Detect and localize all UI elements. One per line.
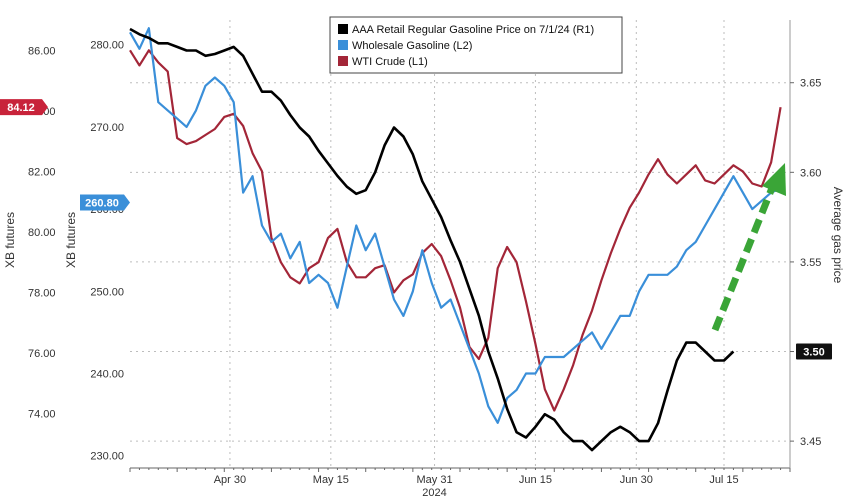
grid-lines xyxy=(130,20,790,468)
retail-axis-title: Average gas price xyxy=(831,187,845,284)
wholesale-tick-label: 270.00 xyxy=(90,122,124,134)
x-axis: Apr 30 May 15 May 31 Jun 15 Jun 30 Jul 15 2024 xyxy=(129,468,791,499)
last-value-tag-bg xyxy=(0,99,48,116)
last-value-tag-retail: 3.50 xyxy=(803,347,824,359)
legend-box xyxy=(329,16,623,74)
wti-tick-label: 86.00 xyxy=(28,45,56,57)
series-line-wti xyxy=(129,49,782,412)
x-tick-label: Jun 15 xyxy=(519,474,552,486)
wholesale-axis-title: XB futures xyxy=(64,212,78,268)
retail-axis: 3.65 3.60 3.55 3.50 3.45 xyxy=(790,78,821,448)
last-value-tag-bg xyxy=(80,194,130,211)
plot-frame xyxy=(130,20,791,469)
series-lines xyxy=(129,27,782,452)
legend-label: Wholesale Gasoline (L2) xyxy=(352,40,472,52)
wti-tick-label: 80.00 xyxy=(28,227,56,239)
legend-swatch xyxy=(338,24,348,34)
x-tick-label: May 31 xyxy=(417,474,453,486)
retail-tick-label: 3.55 xyxy=(800,257,821,269)
legend: AAA Retail Regular Gasoline Price on 7/1… xyxy=(329,16,623,74)
wti-tick-label: 74.00 xyxy=(28,409,56,421)
x-tick-label: Jul 15 xyxy=(709,474,738,486)
legend-swatch xyxy=(338,40,348,50)
retail-tick-label: 3.45 xyxy=(800,436,821,448)
legend-swatch xyxy=(338,56,348,66)
wholesale-tick-label: 280.00 xyxy=(90,40,124,52)
wholesale-tick-label: 230.00 xyxy=(90,451,124,463)
series-line-retail xyxy=(129,27,735,452)
arrow-head xyxy=(762,163,786,196)
legend-label: WTI Crude (L1) xyxy=(352,56,428,68)
trend-arrow xyxy=(711,163,786,332)
x-tick-label: Jun 30 xyxy=(620,474,653,486)
legend-label: AAA Retail Regular Gasoline Price on 7/1… xyxy=(352,24,594,36)
wti-tick-label: 82.00 xyxy=(28,166,56,178)
retail-tick-label: 3.60 xyxy=(800,167,821,179)
x-tick-label: May 15 xyxy=(313,474,349,486)
series-line-wholesale xyxy=(129,27,782,424)
retail-tick-label: 3.65 xyxy=(800,78,821,90)
wti-tick-label: 78.00 xyxy=(28,287,56,299)
arrow-shaft xyxy=(711,186,776,332)
last-value-tag-wholesale: 260.80 xyxy=(85,197,119,209)
last-value-tag-bg xyxy=(796,343,832,360)
x-year-label: 2024 xyxy=(422,487,446,499)
wholesale-tick-label: 240.00 xyxy=(90,368,124,380)
x-tick-label: Apr 30 xyxy=(214,474,246,486)
wti-tick-label: 76.00 xyxy=(28,348,56,360)
last-value-tag-wti: 84.12 xyxy=(7,102,35,114)
wti-axis-title: XB futures xyxy=(3,212,17,268)
wholesale-tick-label: 250.00 xyxy=(90,286,124,298)
last-value-tags: 84.12 260.80 3.50 xyxy=(0,99,832,360)
